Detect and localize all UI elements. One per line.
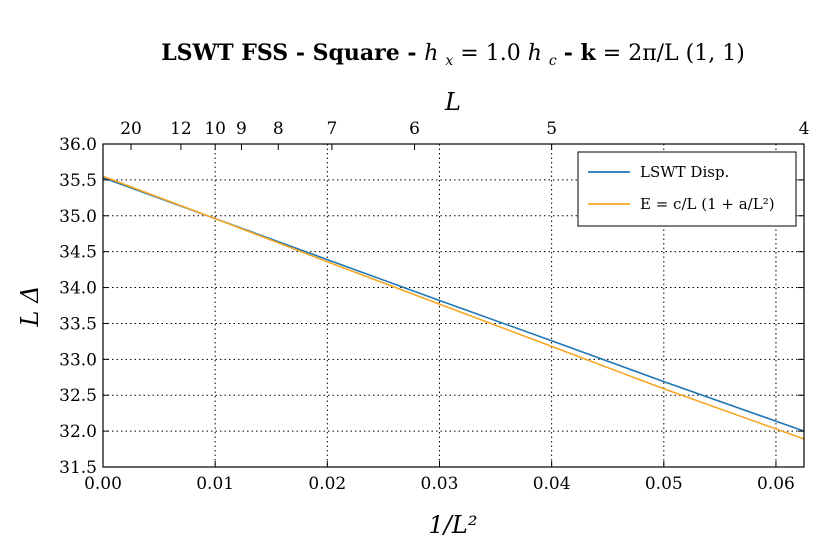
top-tick-label: 7 [326,119,337,139]
top-tick-label: 4 [799,119,810,139]
plot-frame [102,143,805,468]
x-tick-label: 0.06 [757,474,795,494]
top-tick-label: 20 [120,119,142,139]
title-k-value: = 2π/L (1, 1) [603,41,745,66]
y-tick-label: 34.0 [59,279,97,299]
x-tick-label: 0.01 [196,474,234,494]
y-tick-label: 31.5 [59,458,97,478]
axes [102,143,805,468]
y-axis-label: L Δ [16,286,44,328]
x-tick-label: 0.00 [84,474,122,494]
x-axis-label: 1/L² [429,511,478,539]
x-tick-label: 0.03 [421,474,459,494]
chart-title: LSWT FSS - Square - h x = 1.0 h c - k = … [161,40,745,71]
y-tick-label: 35.0 [59,207,97,227]
top-tick-label: 12 [170,119,192,139]
legend-box [577,151,797,227]
title-hx: h [424,41,438,66]
title-hx-sub: x [445,53,453,69]
ticks: 0.00 0.01 0.02 0.03 0.04 0.05 0.06 31.5 32.0 32.5… [59,119,809,494]
title-hc-sub: c [549,53,557,69]
top-tick-label: 6 [409,119,420,139]
title-k-part: - k [564,40,597,66]
top-tick-label: 9 [236,119,247,139]
y-tick-label: 32.5 [59,386,97,406]
y-tick-label: 36.0 [59,135,97,155]
series-line-2 [102,175,805,440]
y-tick-label: 35.5 [59,171,97,191]
legend-label-1: LSWT Disp. [640,163,729,181]
y-tick-label: 33.0 [59,350,97,370]
top-tick-label: 10 [204,119,226,139]
x-tick-label: 0.04 [533,474,571,494]
title-eq-value: = 1.0 [460,41,527,66]
legend-label-2: E = c/L (1 + a/L²) [640,195,775,213]
y-tick-label: 34.5 [59,243,97,263]
x-tick-label: 0.05 [645,474,683,494]
y-tick-label: 32.0 [59,422,97,442]
title-hc: h [528,41,542,66]
top-tick-label: 5 [546,119,557,139]
y-tick-label: 33.5 [59,314,97,334]
legend: LSWT Disp. E = c/L (1 + a/L²) [577,151,797,227]
title-bold-part: LSWT FSS - Square - [161,40,424,66]
top-axis-label: L [444,88,461,116]
series-lines [102,175,805,440]
x-tick-label: 0.02 [308,474,346,494]
top-tick-label: 8 [273,119,284,139]
